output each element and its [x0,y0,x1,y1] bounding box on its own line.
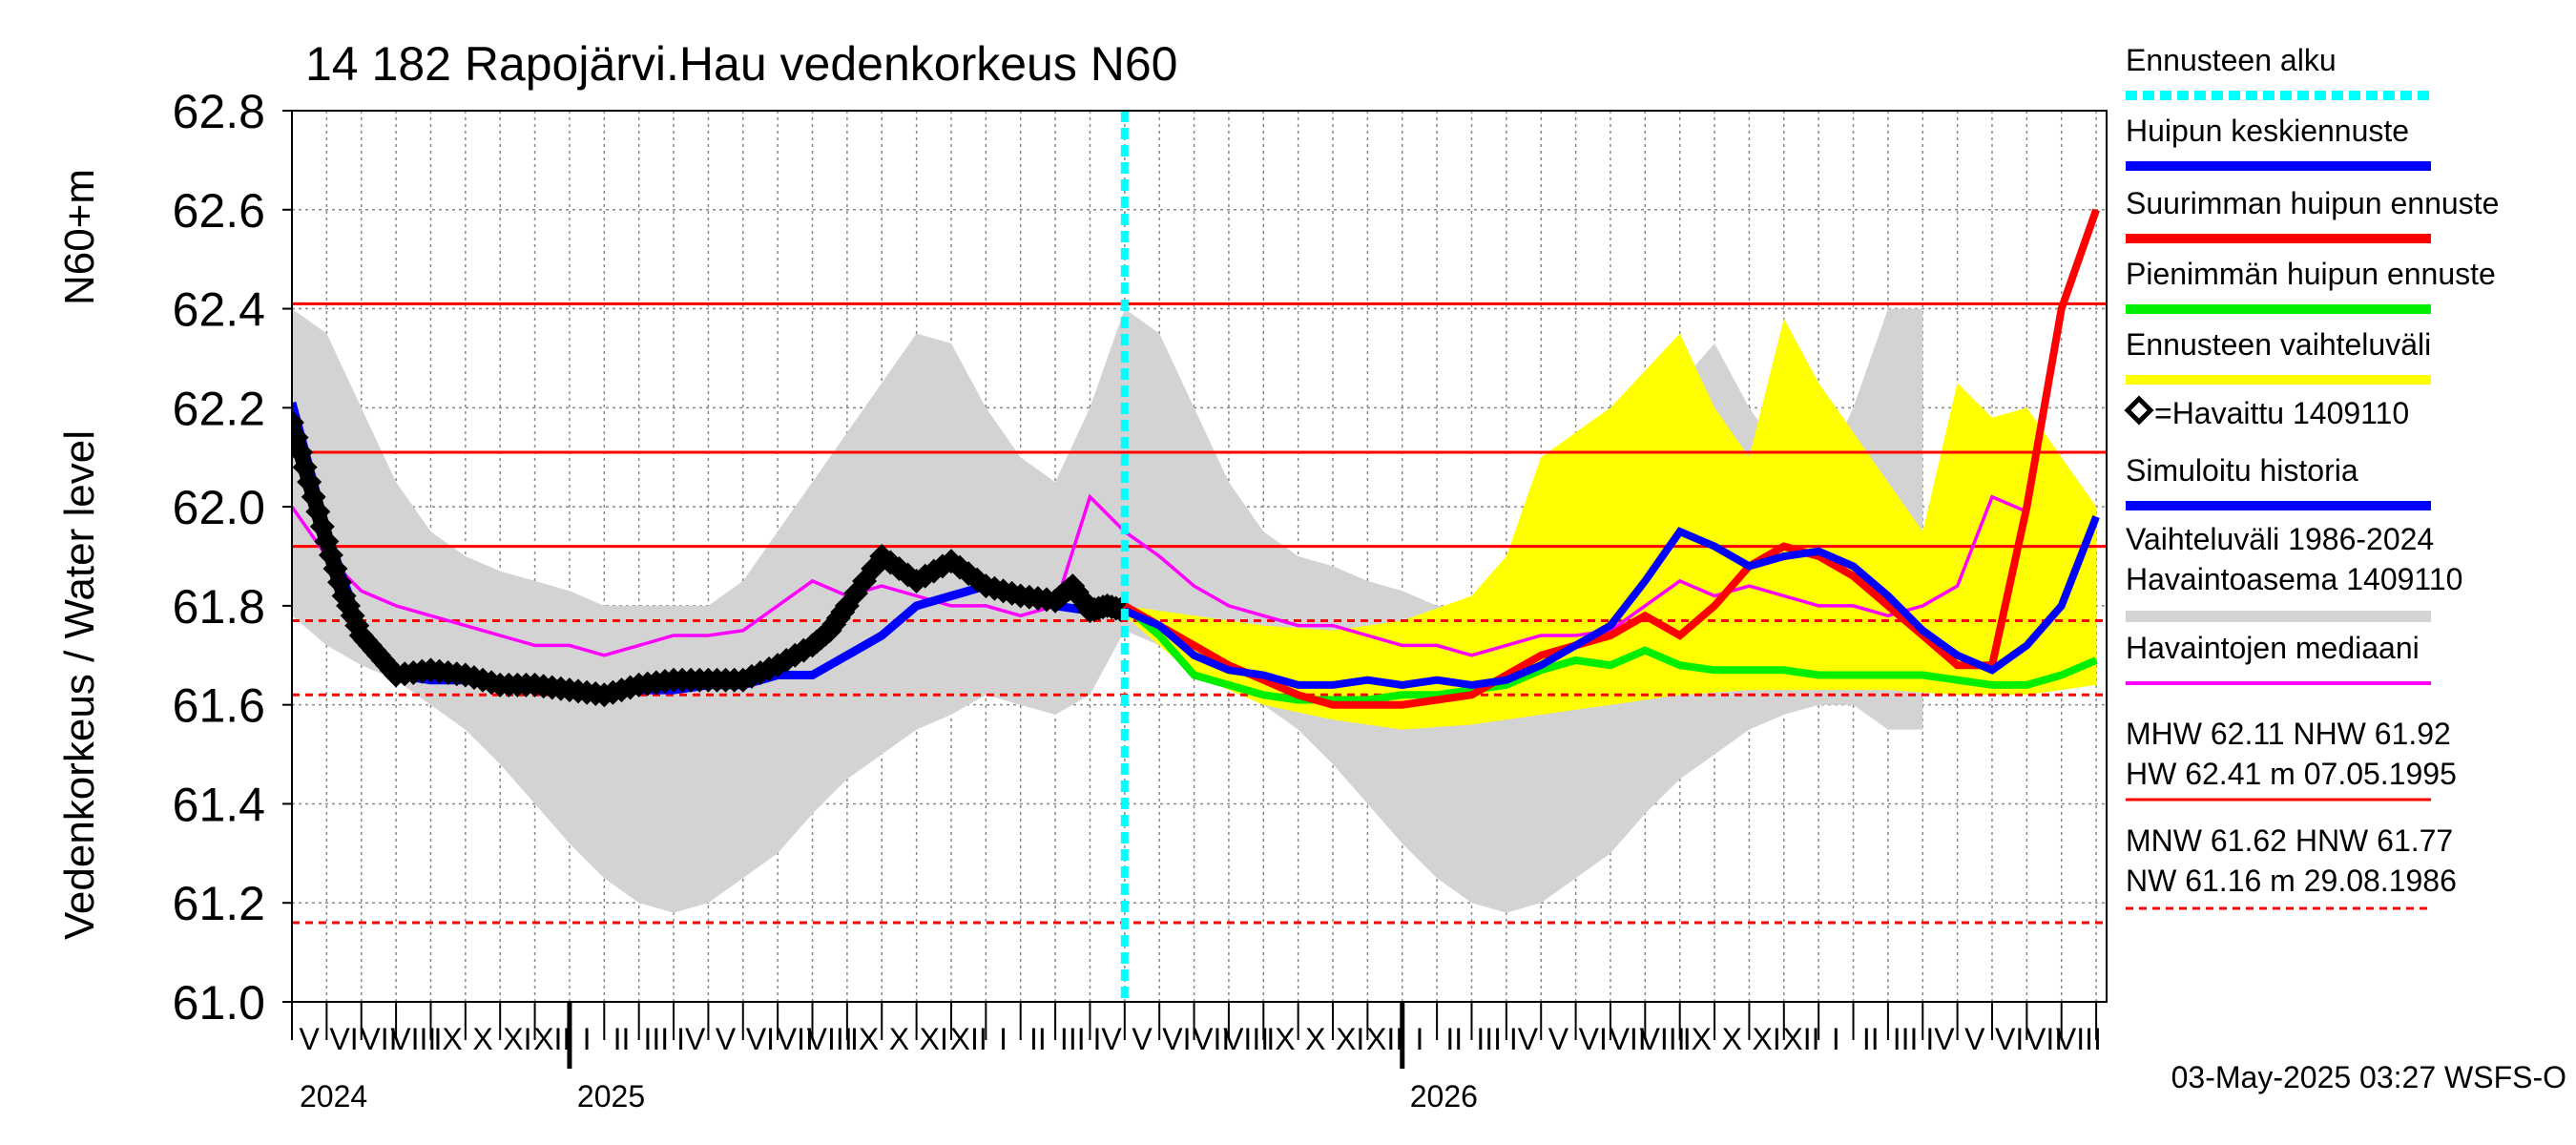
y-tick-label-4: 61.8 [173,580,265,634]
x-month-label: IX [434,1022,463,1056]
legend-label-7-b: Havaintoasema 1409110 [2126,562,2462,596]
x-month-label: VI [1162,1022,1191,1056]
observed-point [292,425,309,450]
legend-label-8: Havaintojen mediaani [2126,631,2420,665]
x-month-label: III [644,1022,670,1056]
x-month-label: V [1548,1022,1569,1056]
x-month-label: V [300,1022,321,1056]
x-month-label: X [472,1022,492,1056]
stats-line-hw: HW 62.41 m 07.05.1995 [2126,757,2457,791]
x-month-label: V [716,1022,737,1056]
y-axis-label: Vedenkorkeus / Water level [56,430,103,940]
x-month-label: IV [1509,1022,1539,1056]
x-month-label: X [1722,1022,1742,1056]
x-month-label: VI [1995,1022,2024,1056]
legend-label-6: Simuloitu historia [2126,453,2358,488]
x-month-label: II [613,1022,631,1056]
y-tick-label-1: 61.2 [173,877,265,930]
plot-area [292,111,2107,1002]
x-month-label: XI [503,1022,531,1056]
x-month-label: XI [1752,1022,1780,1056]
x-month-label: IV [1093,1022,1123,1056]
legend-marker-observed [2124,395,2154,426]
x-month-label: I [1832,1022,1840,1056]
y-tick-label-7: 62.4 [173,283,265,337]
x-month-label: VII [1610,1022,1647,1056]
x-month-label: VIII [2056,1022,2102,1056]
y-tick-label-3: 61.6 [173,679,265,733]
x-month-label: IV [676,1022,706,1056]
y-axis-unit-label: N60+m [56,169,103,305]
x-month-label: I [1415,1022,1423,1056]
series-median [292,493,2028,657]
x-month-label: VIII [1223,1022,1269,1056]
x-year-label-2024: 2024 [300,1079,367,1114]
y-tick-label-6: 62.2 [173,382,265,435]
x-month-label: X [889,1022,909,1056]
x-month-label: VII [777,1022,814,1056]
x-year-label-2025: 2025 [577,1079,645,1114]
x-month-label: IX [1683,1022,1712,1056]
y-tick-label-8: 62.6 [173,184,265,238]
x-month-label: V [1132,1022,1153,1056]
chart-title: 14 182 Rapojärvi.Hau vedenkorkeus N60 [305,37,1177,91]
x-month-label: IX [850,1022,879,1056]
x-month-label: XI [1336,1022,1364,1056]
stats-line-mhw: MHW 62.11 NHW 61.92 [2126,717,2451,751]
footer-timestamp: 03-May-2025 03:27 WSFS-O [2171,1060,2566,1094]
y-tick-label-2: 61.4 [173,778,265,831]
x-month-label: I [583,1022,592,1056]
x-month-label: VII [2025,1022,2063,1056]
legend-label-7: Vaihteluväli 1986-2024 [2126,522,2434,556]
x-month-label: III [1893,1022,1919,1056]
series-max-peak-forecast [1122,208,2100,709]
x-month-label: XII [950,1022,987,1056]
x-month-label: VI [1579,1022,1608,1056]
x-month-label: XI [920,1022,948,1056]
legend-label-0: Ennusteen alku [2126,43,2337,77]
x-year-label-2026: 2026 [1410,1079,1478,1114]
series-mean-peak-forecast [1123,515,2100,689]
legend-label-3: Pienimmän huipun ennuste [2126,257,2496,291]
statistics-block: MHW 62.11 NHW 61.92 HW 62.41 m 07.05.199… [2126,717,2457,910]
x-month-label: VIII [390,1022,436,1056]
axes: 61.0 61.2 61.4 61.6 61.8 62.0 62.2 62.4 62.6 62.8… [173,85,2108,1114]
x-month-label: XII [1782,1022,1819,1056]
x-month-label: XII [533,1022,571,1056]
y-tick-label-5: 62.0 [173,481,265,534]
series-min-peak-forecast [1122,602,2098,704]
legend-label-2: Suurimman huipun ennuste [2126,186,2499,220]
x-month-label: II [1445,1022,1463,1056]
legend-label-1: Huipun keskiennuste [2126,114,2409,148]
x-month-label: VII [360,1022,397,1056]
legend: Ennusteen alku Huipun keskiennuste Suurimm… [2124,43,2499,685]
x-month-label: XII [1366,1022,1403,1056]
legend-label-5: =Havaittu 1409110 [2154,396,2409,430]
stats-line-mnw: MNW 61.62 HNW 61.77 [2126,823,2453,858]
observed-point [297,469,322,495]
band-forecast-range [1124,318,2097,730]
x-month-label: III [1476,1022,1502,1056]
x-month-label: IV [1925,1022,1955,1056]
x-month-label: I [999,1022,1008,1056]
observed-point [292,440,314,466]
x-month-label: X [1305,1022,1325,1056]
y-tick-label-9: 62.8 [173,85,265,138]
x-month-label: III [1060,1022,1086,1056]
x-month-label: IX [1266,1022,1295,1056]
x-month-label: VIII [1639,1022,1685,1056]
x-month-label: V [1964,1022,1985,1056]
x-month-label: VII [1193,1022,1230,1056]
plot-frame [291,110,2108,1003]
x-month-label: II [1029,1022,1047,1056]
legend-label-4: Ennusteen vaihteluväli [2126,327,2431,362]
x-month-label: II [1862,1022,1880,1056]
x-month-label: VI [329,1022,358,1056]
y-tick-label-0: 61.0 [173,976,265,1030]
stats-line-nw: NW 61.16 m 29.08.1986 [2126,864,2457,898]
x-month-label: VI [746,1022,775,1056]
x-month-label: VIII [807,1022,853,1056]
